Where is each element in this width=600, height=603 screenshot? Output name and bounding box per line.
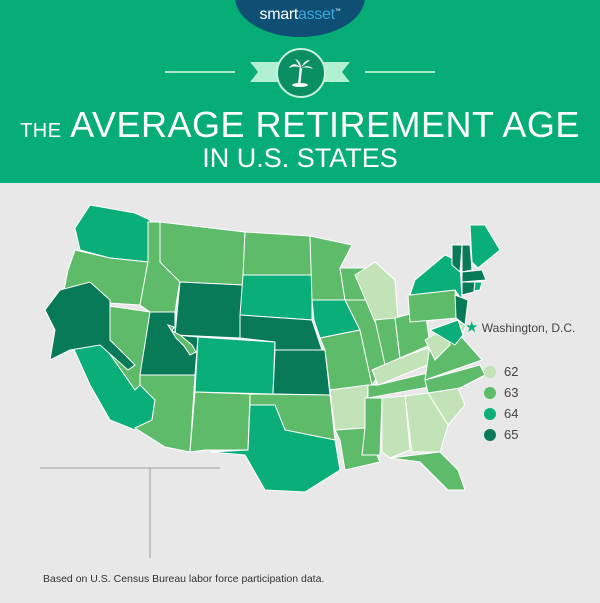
legend-swatch — [484, 407, 496, 420]
legend-item: 63 — [484, 382, 518, 403]
state-nd — [242, 231, 313, 276]
logo-text-smart: smart — [259, 6, 299, 23]
state-co — [194, 336, 276, 395]
dc-label: Washington, D.C. — [481, 321, 576, 335]
legend-label: 63 — [504, 385, 519, 400]
logo-tm: ™ — [334, 8, 341, 15]
title-prefix: THE — [20, 120, 62, 142]
state-nc — [424, 364, 486, 394]
state-ga — [404, 392, 449, 453]
state-fl — [389, 451, 466, 491]
state-md — [428, 319, 464, 346]
title-main: AVERAGE RETIREMENT AGE — [70, 104, 580, 145]
smartasset-logo[interactable]: smartasset™ — [235, 0, 365, 37]
state-me — [469, 224, 501, 269]
state-ar — [329, 384, 369, 431]
state-ri — [473, 281, 483, 292]
state-az — [133, 374, 196, 453]
logo-text-asset: asset — [298, 6, 335, 23]
state-ma — [461, 269, 487, 283]
state-nh — [461, 244, 473, 273]
state-hi — [166, 324, 197, 356]
state-ak — [44, 281, 136, 371]
state-ct — [461, 281, 476, 296]
state-nm — [189, 391, 251, 453]
dc-marker: ★ Washington, D.C. — [465, 318, 575, 336]
legend-label: 65 — [504, 427, 519, 442]
star-icon: ★ — [465, 319, 479, 336]
state-sd — [239, 274, 313, 321]
page-subtitle: IN U.S. STATES — [202, 143, 398, 173]
us-map — [40, 204, 501, 558]
legend: 62 63 64 65 — [484, 361, 518, 445]
state-ms — [361, 397, 383, 456]
source-note: Based on U.S. Census Bureau labor force … — [43, 573, 325, 585]
state-tx — [209, 404, 341, 493]
palm-tree-icon — [276, 48, 326, 98]
legend-item: 62 — [484, 361, 518, 382]
legend-label: 62 — [504, 364, 519, 379]
state-mi — [354, 261, 399, 323]
state-vt — [451, 244, 463, 274]
state-ks — [272, 349, 331, 396]
legend-label: 64 — [504, 406, 519, 421]
legend-item: 64 — [484, 403, 518, 424]
state-wy — [174, 281, 244, 339]
page-title: THE AVERAGE RETIREMENT AGE — [0, 104, 600, 146]
divider-left — [165, 71, 235, 73]
legend-swatch — [484, 365, 496, 378]
legend-swatch — [484, 386, 496, 399]
state-al — [381, 395, 411, 459]
legend-item: 65 — [484, 424, 518, 445]
legend-swatch — [484, 428, 496, 441]
divider-right — [365, 71, 435, 73]
header-banner: smartasset™ THE AVERAGE RETIREMENT AGE I… — [0, 0, 600, 183]
